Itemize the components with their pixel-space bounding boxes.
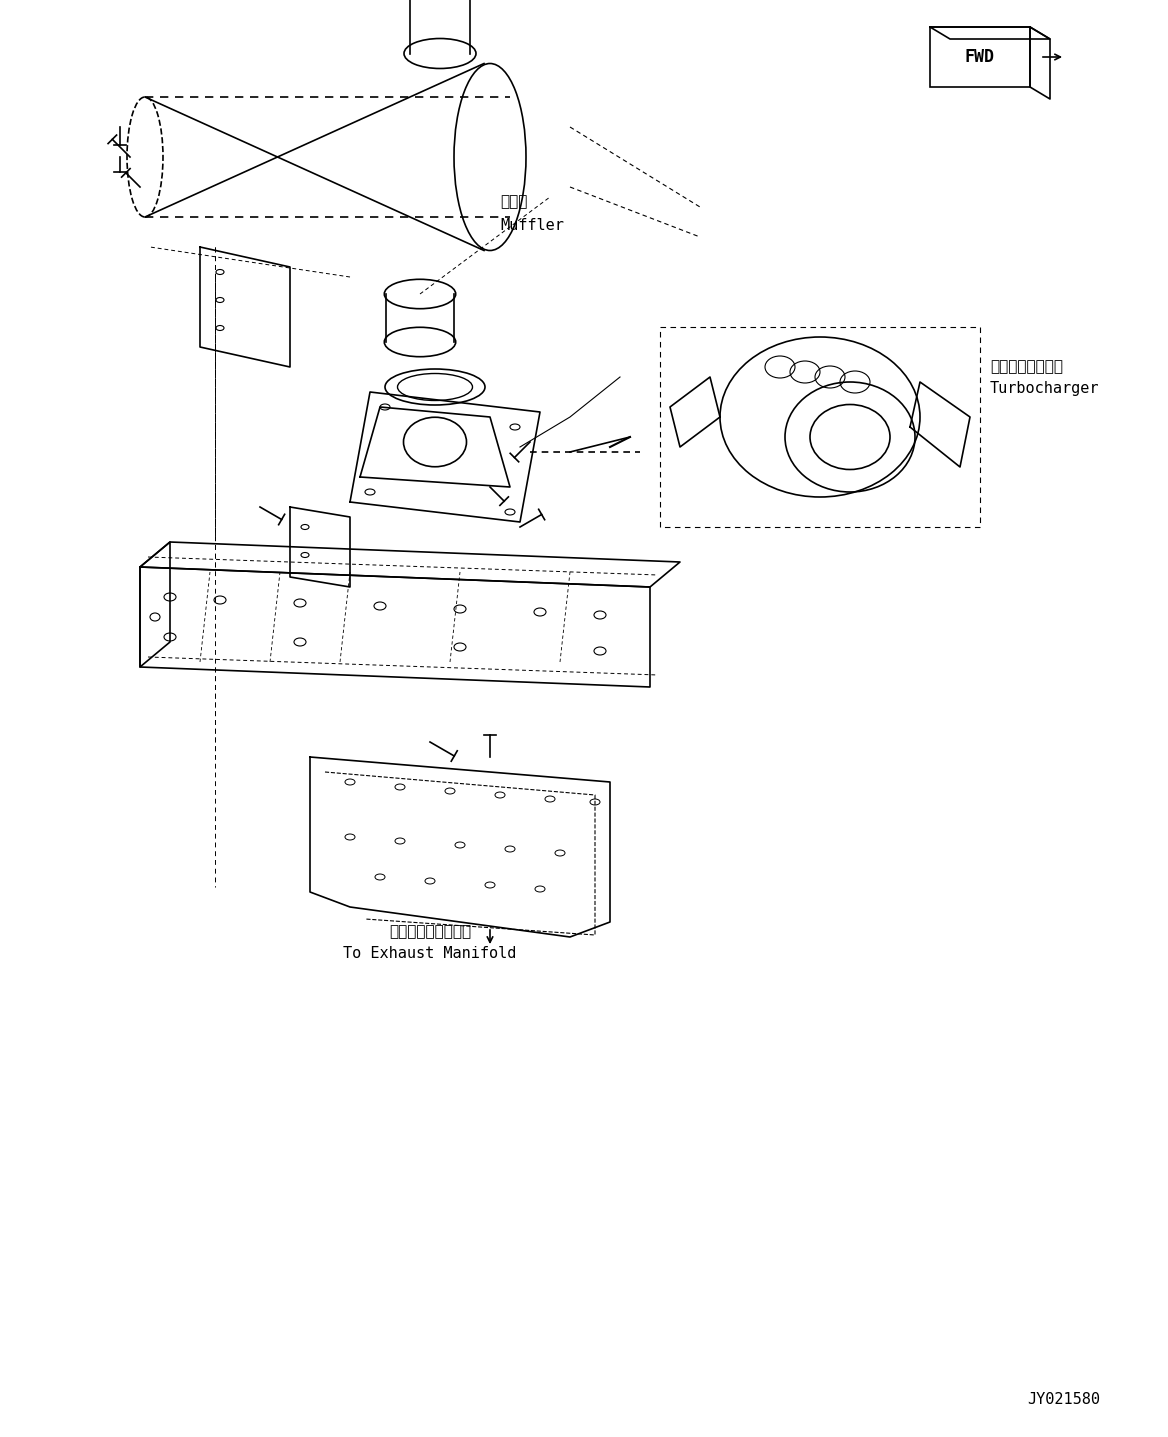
Text: Muffler: Muffler (500, 217, 564, 233)
Text: JY021580: JY021580 (1027, 1392, 1100, 1407)
Text: FWD: FWD (965, 47, 995, 66)
Text: マフラ: マフラ (500, 194, 528, 210)
FancyBboxPatch shape (930, 27, 1030, 88)
Text: ターボチャージャ: ターボチャージャ (990, 359, 1063, 375)
Text: Turbocharger: Turbocharger (990, 381, 1099, 397)
Text: 排気マニホールドへ: 排気マニホールドへ (389, 924, 471, 940)
Text: To Exhaust Manifold: To Exhaust Manifold (343, 947, 516, 961)
